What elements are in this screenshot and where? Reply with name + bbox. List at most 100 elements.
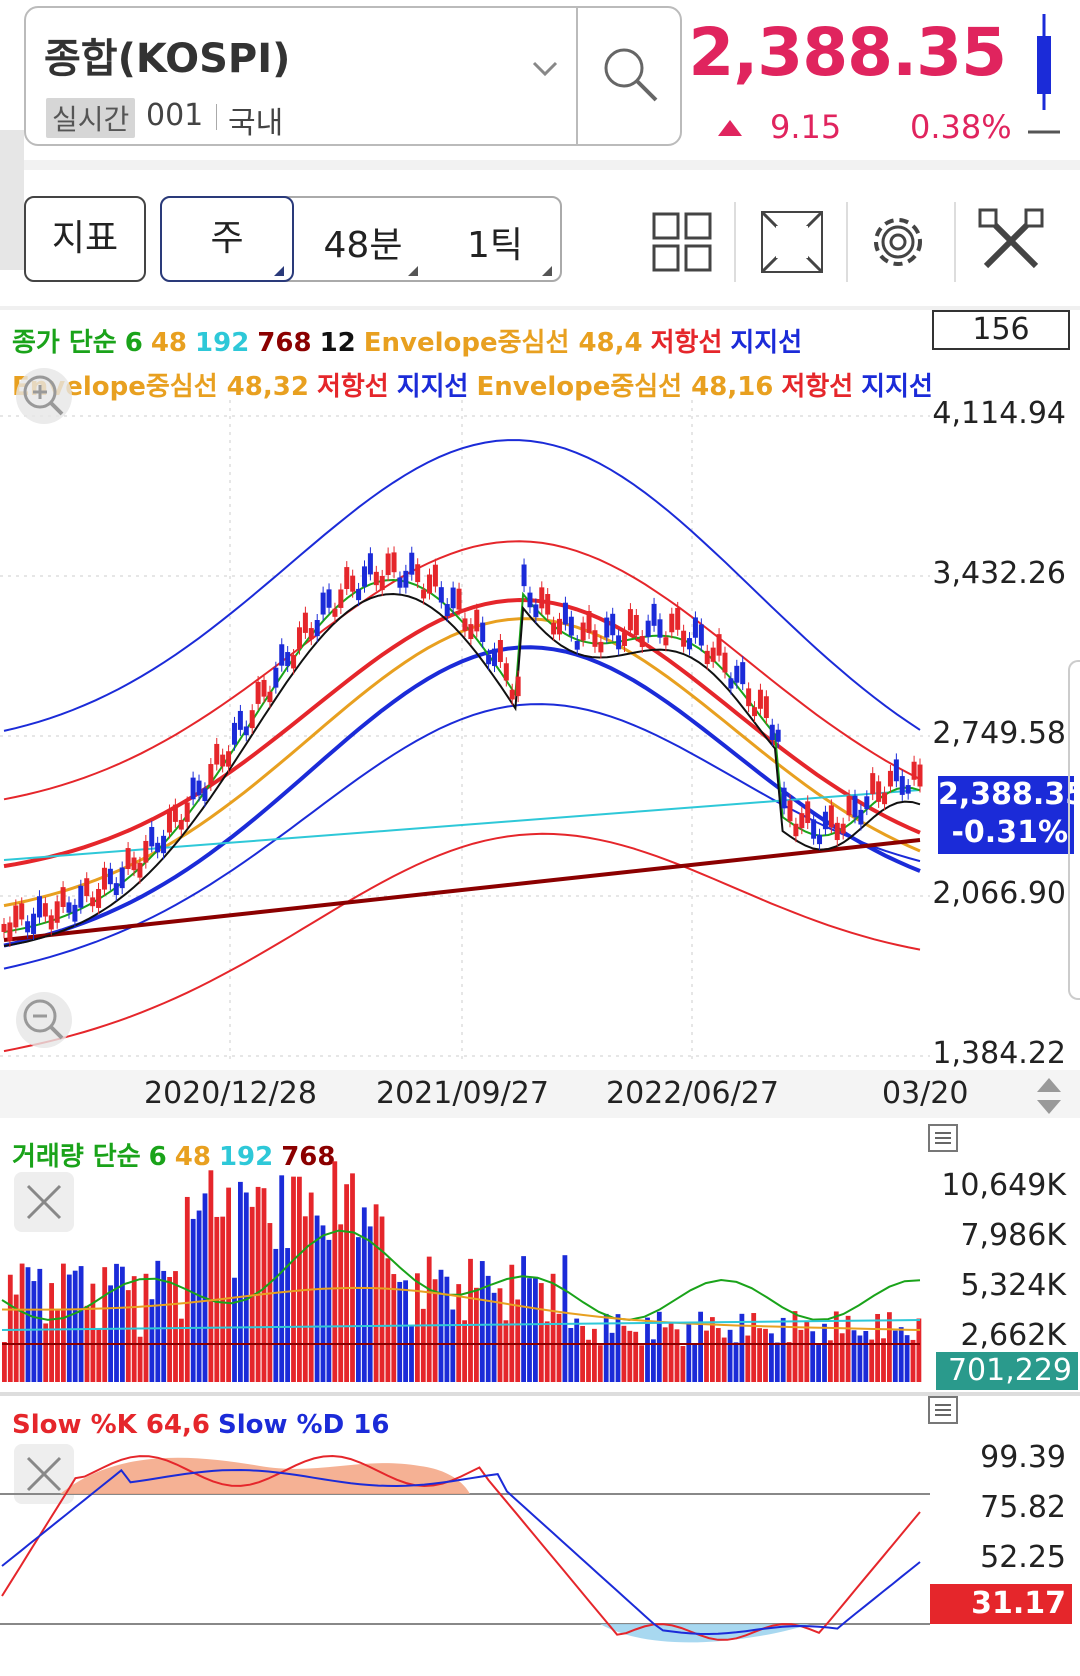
indicator-button[interactable]: 지표 [24,196,146,282]
price-legend-line1: 종가 단순 6 48 192 768 12 Envelope중심선 48,4 저항선 지지선 [12,322,810,359]
candle-body [639,636,645,648]
vol-tick-1: 10,649K [941,1168,1066,1203]
grid-layout-icon[interactable] [650,210,714,274]
vol-tick-2: 7,986K [960,1218,1066,1253]
candle-body [793,823,799,837]
stochastic-chart[interactable] [0,1396,930,1666]
volume-bar [898,1327,904,1382]
x-label-2: 2021/09/27 [376,1076,549,1111]
sto-tick-3: 52.25 [980,1540,1066,1575]
volume-bar [462,1320,467,1382]
volume-bar [397,1281,403,1382]
candle-body [846,795,852,816]
volume-bar [727,1329,733,1382]
x-label-1: 2020/12/28 [144,1076,317,1111]
volume-bar [167,1276,172,1382]
candle-body [107,868,113,885]
volume-bar [261,1188,267,1382]
zoom-in-icon[interactable] [16,368,72,424]
candle-body [622,632,628,646]
volume-bar [538,1283,544,1382]
y-tick-2: 3,432.26 [932,556,1066,591]
candle-body [113,883,119,896]
fullscreen-icon[interactable] [756,206,828,278]
volume-menu-icon[interactable] [928,1124,958,1152]
volume-close-icon[interactable] [14,1172,74,1232]
candle-body [48,915,54,930]
candle-body [31,913,37,934]
period-tick-corner [542,266,552,276]
candle-body [361,566,367,587]
candle-body [60,887,66,907]
candle-body [704,650,710,665]
search-icon[interactable] [600,44,658,102]
volume-bar [255,1186,261,1382]
candle-body [834,822,840,841]
candle-body [852,795,858,818]
price-chart[interactable] [0,400,930,1060]
candle-body [887,770,893,787]
legend-item: 192 [218,1142,274,1172]
candle-body [557,618,563,635]
candle-body [84,878,90,897]
volume-bar [686,1323,692,1382]
candle-body [438,587,444,603]
side-drawer-handle[interactable] [0,130,24,270]
volume-bar [367,1226,373,1382]
candle-body [101,867,107,890]
candle-body [728,678,734,689]
current-price-tag: 2,388.35 -0.31% [938,776,1080,854]
candle-body [775,729,781,742]
candle-body [202,788,208,801]
candle-body [657,619,663,638]
right-scroll-handle[interactable] [1068,660,1080,1000]
settings-gear-icon[interactable] [866,210,930,274]
candle-icon [1024,14,1064,138]
stochastic-legend: Slow %K 64,6 Slow %D 16 [12,1410,397,1440]
candle-body [314,620,320,637]
candle-body [379,575,385,591]
volume-bar [656,1311,662,1382]
volume-bar [822,1323,827,1382]
legend-item: 48 [150,328,188,358]
stochastic-menu-icon[interactable] [928,1396,958,1424]
volume-bar [385,1258,391,1382]
candle-body [302,612,308,633]
volume-bar [356,1237,361,1382]
volume-bar [763,1328,768,1382]
volume-chart[interactable] [0,1120,930,1390]
period-week-button[interactable]: 주 [160,196,294,282]
volume-bar [745,1335,751,1382]
volume-bar [574,1318,580,1382]
current-price-pct: -0.31% [951,815,1068,850]
volume-bar [739,1313,745,1382]
candle-body [562,602,568,625]
vol-ma-48 [1,1286,921,1331]
candle-body [178,819,184,830]
candle-body [509,689,515,700]
tools-icon[interactable] [976,206,1046,276]
candle-body [486,654,492,665]
candle-body [255,681,261,704]
period-minute-button[interactable]: 48분 [323,225,403,266]
candle-body [799,813,805,829]
volume-bar [78,1266,84,1382]
volume-bar [845,1315,851,1382]
volume-bar [31,1281,37,1382]
legend-item: 768 [281,1142,336,1172]
period-tick-button[interactable]: 1틱 [466,225,524,266]
period-count-box[interactable]: 156 [932,310,1070,350]
candle-body [864,796,870,810]
volume-bar [586,1339,591,1382]
symbol-name[interactable]: 종합(KOSPI) [44,36,291,82]
legend-item: 거래량 단순 [12,1142,141,1172]
candle-body [320,592,326,615]
zoom-out-icon[interactable] [16,992,72,1048]
y-tick-5: 1,384.22 [932,1036,1066,1071]
chevron-down-icon[interactable] [530,56,560,86]
axis-scale-icon[interactable] [1034,1076,1064,1116]
candle-body [131,857,137,871]
candle-body [72,904,78,922]
candle-body [474,609,480,632]
candle-body [533,604,539,618]
